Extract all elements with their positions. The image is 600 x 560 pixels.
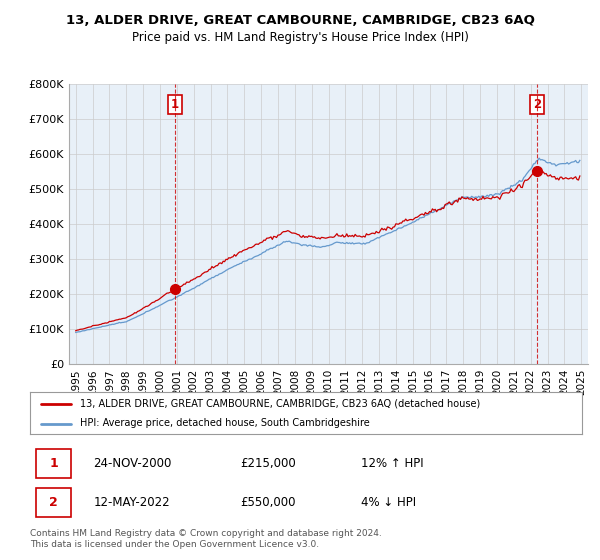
Text: £550,000: £550,000 xyxy=(240,496,295,509)
Text: 4% ↓ HPI: 4% ↓ HPI xyxy=(361,496,416,509)
Text: Contains HM Land Registry data © Crown copyright and database right 2024.
This d: Contains HM Land Registry data © Crown c… xyxy=(30,529,382,549)
Text: 12-MAY-2022: 12-MAY-2022 xyxy=(94,496,170,509)
Text: 2: 2 xyxy=(533,98,541,111)
Text: Price paid vs. HM Land Registry's House Price Index (HPI): Price paid vs. HM Land Registry's House … xyxy=(131,31,469,44)
FancyBboxPatch shape xyxy=(35,449,71,478)
Text: 13, ALDER DRIVE, GREAT CAMBOURNE, CAMBRIDGE, CB23 6AQ (detached house): 13, ALDER DRIVE, GREAT CAMBOURNE, CAMBRI… xyxy=(80,399,480,409)
Text: 24-NOV-2000: 24-NOV-2000 xyxy=(94,457,172,470)
FancyBboxPatch shape xyxy=(35,488,71,517)
Text: 12% ↑ HPI: 12% ↑ HPI xyxy=(361,457,424,470)
Text: 2: 2 xyxy=(49,496,58,509)
Text: 1: 1 xyxy=(49,457,58,470)
Text: 1: 1 xyxy=(171,98,179,111)
Text: £215,000: £215,000 xyxy=(240,457,296,470)
Text: HPI: Average price, detached house, South Cambridgeshire: HPI: Average price, detached house, Sout… xyxy=(80,418,370,428)
Text: 13, ALDER DRIVE, GREAT CAMBOURNE, CAMBRIDGE, CB23 6AQ: 13, ALDER DRIVE, GREAT CAMBOURNE, CAMBRI… xyxy=(65,14,535,27)
